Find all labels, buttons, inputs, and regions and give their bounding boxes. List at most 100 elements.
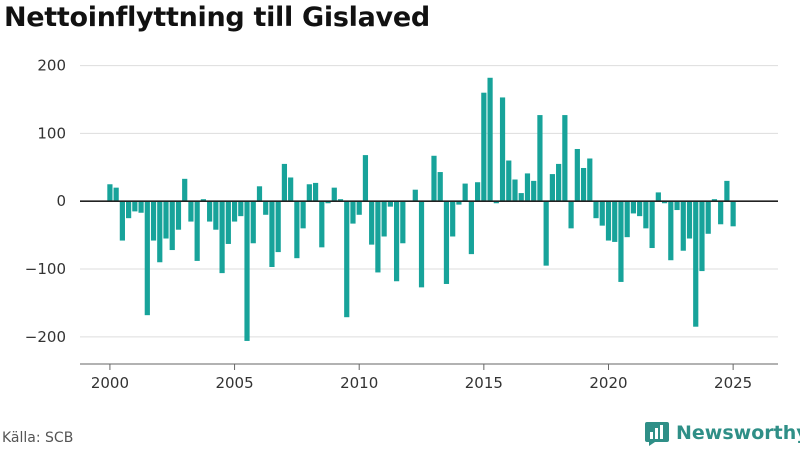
bar (574, 148, 580, 202)
bar (562, 115, 568, 202)
bar (605, 201, 612, 241)
bar (730, 201, 736, 227)
bar (437, 172, 443, 202)
bar (524, 173, 531, 202)
bar (344, 201, 350, 318)
y-tick-label: 100 (37, 124, 66, 142)
bar (493, 201, 499, 204)
bar (624, 201, 630, 238)
bar (300, 201, 306, 229)
bar (456, 201, 462, 205)
bar (144, 201, 150, 316)
bar (462, 183, 468, 202)
y-tick-label: −200 (25, 328, 66, 346)
source-note: Källa: SCB (2, 430, 74, 446)
bar (680, 201, 686, 251)
bar (468, 201, 474, 255)
bar (325, 201, 331, 204)
bar (306, 184, 312, 202)
bar (481, 92, 487, 202)
bar (250, 201, 256, 244)
bar (132, 201, 138, 212)
bar (213, 201, 219, 230)
gridlines (80, 65, 778, 338)
bar (157, 201, 163, 263)
bars (107, 77, 736, 341)
bar (593, 201, 599, 219)
bar (655, 192, 661, 202)
bar (207, 201, 213, 222)
bar (138, 201, 144, 213)
bar (369, 201, 375, 245)
bar (724, 180, 730, 202)
bar (281, 163, 288, 202)
bar (693, 201, 699, 327)
x-tick-label: 2005 (215, 374, 253, 392)
bar (711, 199, 718, 202)
bar (169, 201, 175, 251)
bar (443, 201, 450, 284)
bar (686, 201, 693, 239)
bar (312, 182, 319, 202)
bar (587, 158, 593, 202)
bar (400, 201, 406, 244)
bar (393, 201, 400, 282)
brand-logo[interactable]: Newsworthy (645, 419, 800, 447)
bar (194, 201, 200, 261)
bar (381, 201, 387, 237)
bar (256, 186, 263, 202)
bar (263, 201, 269, 215)
bar (219, 201, 225, 274)
brand-name: Newsworthy (676, 422, 800, 444)
bar (674, 201, 680, 211)
bar (643, 201, 649, 229)
bar (637, 201, 643, 217)
bar (163, 201, 169, 239)
bar (612, 201, 618, 242)
bar (269, 201, 275, 268)
bar (418, 201, 425, 288)
bar (126, 201, 132, 219)
bar (356, 201, 362, 215)
bar (630, 201, 637, 214)
bar (512, 179, 518, 202)
bar (107, 184, 113, 202)
bar (506, 160, 512, 202)
bar (113, 187, 119, 202)
bar (294, 201, 300, 259)
bar (450, 201, 456, 237)
bar (288, 177, 294, 202)
bar (319, 201, 325, 248)
bar (375, 201, 381, 273)
bar (175, 201, 182, 230)
bar (618, 201, 624, 282)
y-axis-ticks: 200 100 0 −100 −200 (25, 57, 66, 346)
bar (668, 201, 674, 261)
bar (543, 201, 549, 266)
bar (350, 201, 356, 224)
x-tick-label: 2015 (465, 374, 503, 392)
bar (238, 201, 244, 217)
bar (699, 201, 705, 272)
bar (487, 77, 493, 202)
bar (225, 201, 231, 244)
bar (387, 201, 393, 207)
bar (150, 201, 157, 241)
bar (518, 193, 524, 202)
bar (275, 201, 281, 253)
bar (119, 201, 125, 241)
x-tick-label: 2000 (91, 374, 129, 392)
bar (568, 201, 574, 229)
bar (431, 155, 437, 202)
bar (244, 201, 250, 341)
x-tick-label: 2025 (714, 374, 752, 392)
bar (475, 182, 481, 202)
bar (649, 201, 655, 249)
bar (499, 97, 506, 202)
y-tick-label: −100 (25, 260, 66, 278)
bar (580, 167, 587, 202)
bar (362, 155, 369, 202)
bar (705, 201, 711, 234)
bar-chart-logo-icon (645, 422, 669, 446)
bar (337, 199, 344, 202)
